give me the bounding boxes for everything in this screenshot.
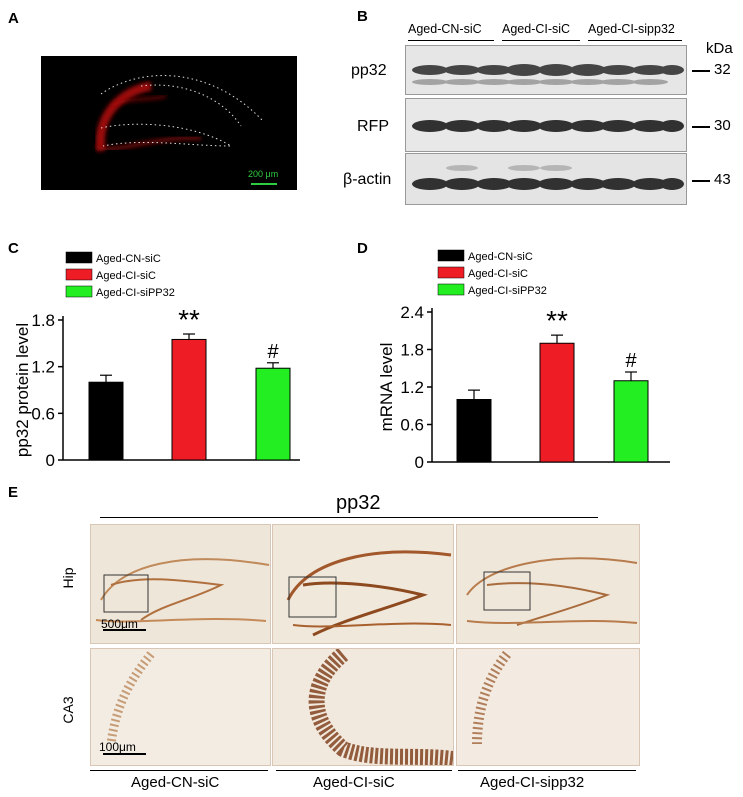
lane-group-label-3: Aged-CI-sipp32 bbox=[588, 22, 675, 36]
marker-line-30 bbox=[692, 126, 710, 128]
marker-label-43: 43 bbox=[714, 171, 731, 188]
ihc-ca3-cn-sic: 100μm bbox=[90, 648, 271, 766]
bar bbox=[255, 367, 291, 461]
bar bbox=[539, 342, 575, 463]
group-label-e-3: Aged-CI-sipp32 bbox=[480, 774, 585, 791]
blot-label-rfp: RFP bbox=[357, 118, 389, 135]
ihc-ca3-drawing-2 bbox=[308, 649, 453, 765]
legend-label: Aged-CI-siPP32 bbox=[96, 287, 175, 299]
row-label-hip: Hip bbox=[60, 567, 76, 589]
marker-label-32: 32 bbox=[714, 61, 731, 78]
significance-marker: ** bbox=[178, 304, 200, 335]
western-blot-beta-actin bbox=[405, 153, 687, 205]
western-blot-rfp bbox=[405, 98, 687, 152]
bar-chart-pp32-protein: Aged-CN-siC Aged-CI-siC Aged-CI-siPP32 0 0.6… bbox=[13, 251, 300, 470]
marker-line-32 bbox=[692, 70, 710, 72]
panel-letter-a: A bbox=[8, 10, 19, 27]
scale-bar-label-a: 200 μm bbox=[248, 169, 279, 179]
y-tick-label: 2.4 bbox=[400, 303, 424, 322]
y-tick-label: 1.2 bbox=[31, 358, 55, 377]
legend-label: Aged-CI-siC bbox=[468, 268, 528, 280]
legend-label: Aged-CI-siPP32 bbox=[468, 285, 547, 297]
fluorescence-hippocampus-drawing bbox=[94, 75, 277, 185]
panel-letter-b: B bbox=[357, 8, 368, 25]
group-underline-e-2 bbox=[276, 770, 452, 771]
panel-letter-c: C bbox=[8, 240, 19, 257]
y-tick-label: 0.6 bbox=[400, 416, 424, 435]
significance-marker: # bbox=[267, 341, 279, 363]
y-tick-label: 0.6 bbox=[31, 404, 55, 423]
bar bbox=[171, 338, 207, 461]
bar bbox=[456, 399, 492, 463]
ihc-ca3-drawing-1 bbox=[103, 651, 155, 755]
legend-swatch bbox=[65, 268, 93, 281]
legend-swatch bbox=[65, 251, 93, 264]
ihc-ca3-ci-sic bbox=[272, 648, 454, 766]
y-tick-label: 0 bbox=[46, 451, 55, 470]
ihc-ca3-drawing-3 bbox=[472, 650, 511, 745]
bar-chart-mrna: Aged-CN-siC Aged-CI-siC Aged-CI-siPP32 0 0.6… bbox=[377, 249, 670, 470]
legend-label: Aged-CI-siC bbox=[96, 270, 156, 282]
legend-swatch bbox=[437, 249, 465, 262]
significance-marker: ** bbox=[546, 305, 568, 336]
bar bbox=[88, 381, 124, 461]
ihc-hip-drawing-2 bbox=[286, 550, 452, 637]
blot-bands-beta-actin bbox=[412, 165, 684, 190]
scale-bar-label-hip: 500μm bbox=[101, 617, 138, 631]
blot-label-beta-actin: β-actin bbox=[343, 171, 392, 188]
legend-swatch bbox=[437, 266, 465, 279]
panel-e-title: pp32 bbox=[336, 492, 381, 514]
group-underline-e-3 bbox=[458, 770, 636, 771]
legend-swatch bbox=[65, 285, 93, 298]
legend-label: Aged-CN-siC bbox=[468, 251, 533, 263]
ihc-hip-drawing-3 bbox=[466, 557, 638, 626]
lane-group-underline-3 bbox=[588, 40, 682, 41]
ihc-hip-drawing-1 bbox=[95, 558, 270, 631]
blot-label-pp32: pp32 bbox=[351, 62, 387, 79]
western-blot-pp32 bbox=[405, 45, 687, 95]
scale-bar-label-ca3: 100μm bbox=[99, 740, 136, 754]
ihc-hip-ci-sipp32 bbox=[456, 524, 640, 644]
lane-group-label-1: Aged-CN-siC bbox=[408, 22, 482, 36]
row-label-ca3: CA3 bbox=[60, 696, 76, 724]
blot-bands-rfp bbox=[412, 120, 684, 132]
y-axis-label: pp32 protein level bbox=[13, 323, 32, 457]
ihc-hip-ci-sic bbox=[272, 524, 454, 644]
significance-marker: # bbox=[625, 350, 637, 372]
kda-unit-label: kDa bbox=[706, 40, 733, 57]
y-tick-label: 1.2 bbox=[400, 378, 424, 397]
group-underline-e-1 bbox=[90, 770, 268, 771]
fluorescence-image: 200 μm bbox=[41, 56, 297, 190]
legend-swatch bbox=[437, 283, 465, 296]
ihc-hip-cn-sic: 500μm bbox=[90, 524, 271, 644]
y-axis-label: mRNA level bbox=[377, 343, 396, 432]
bar bbox=[613, 380, 649, 463]
panel-e-title-underline bbox=[100, 517, 598, 518]
panel-letter-e: E bbox=[8, 484, 19, 501]
y-tick-label: 0 bbox=[415, 453, 424, 470]
blot-bands-pp32 bbox=[412, 64, 684, 85]
lane-group-underline-2 bbox=[502, 40, 580, 41]
ihc-ca3-ci-sipp32 bbox=[456, 648, 640, 766]
lane-group-underline-1 bbox=[408, 40, 494, 41]
legend-label: Aged-CN-siC bbox=[96, 253, 161, 265]
y-tick-label: 1.8 bbox=[400, 341, 424, 360]
group-label-e-2: Aged-CI-siC bbox=[313, 774, 395, 791]
y-tick-label: 1.8 bbox=[31, 311, 55, 330]
lane-group-label-2: Aged-CI-siC bbox=[502, 22, 571, 36]
group-label-e-1: Aged-CN-siC bbox=[131, 774, 220, 791]
panel-letter-d: D bbox=[357, 240, 368, 257]
marker-label-30: 30 bbox=[714, 117, 731, 134]
marker-line-43 bbox=[692, 180, 710, 182]
